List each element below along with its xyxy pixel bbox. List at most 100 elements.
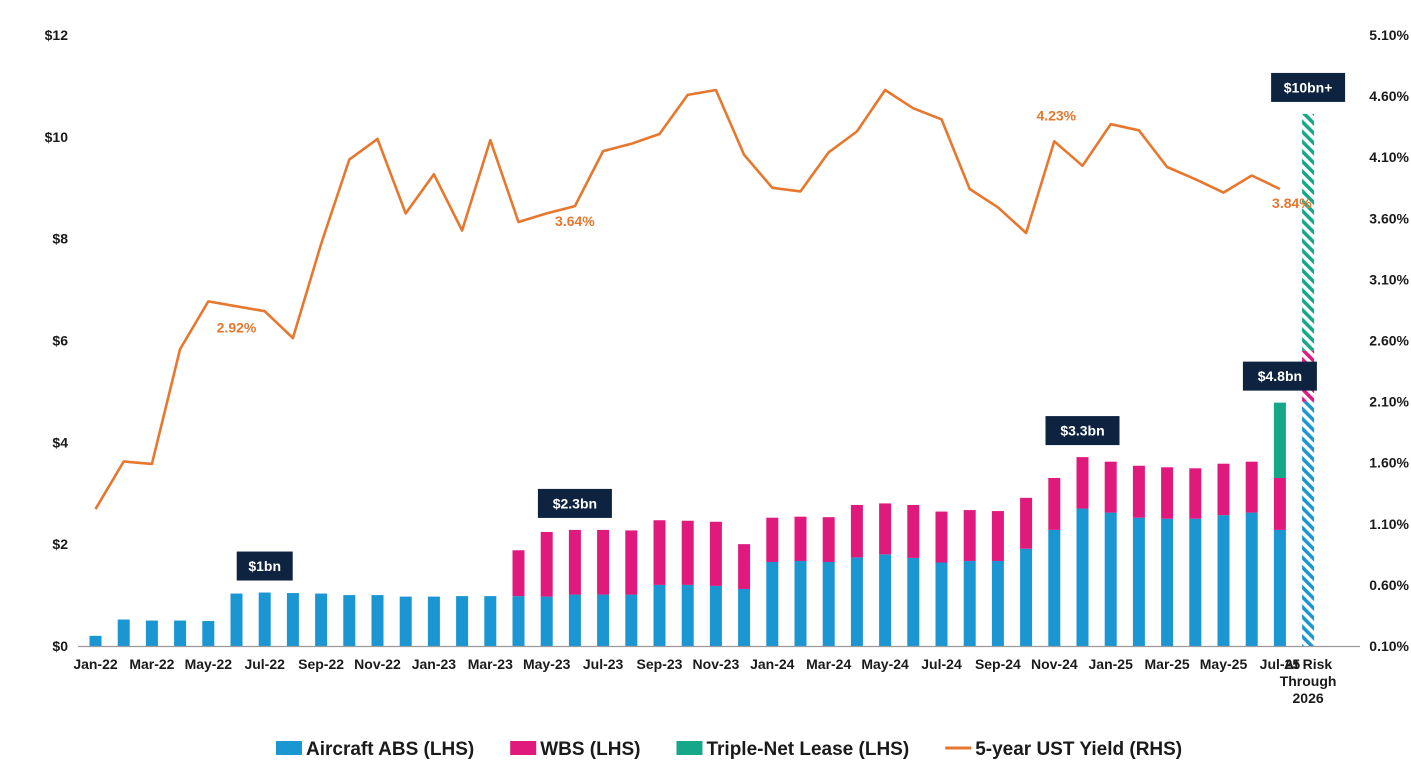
bar-aircraft-20 <box>653 584 666 646</box>
bar-wbs-21 <box>681 520 694 585</box>
bar-wbs-30 <box>935 511 948 563</box>
right-tick-label: 4.60% <box>1369 88 1409 104</box>
callout-label: $2.3bn <box>553 495 597 511</box>
x-tick-label: Jul-22 <box>244 656 285 672</box>
x-tick-label: Sep-23 <box>637 656 683 672</box>
legend-item: WBS (LHS) <box>510 739 640 760</box>
left-tick-label: $6 <box>52 333 68 349</box>
bar-aircraft-17 <box>568 594 581 646</box>
callout-box <box>1045 416 1120 446</box>
callout-label: $3.3bn <box>1060 423 1104 439</box>
x-tick-label: Jan-22 <box>73 656 118 672</box>
bar-wbs-33 <box>1020 497 1033 549</box>
bar-wbs-41 <box>1245 461 1258 513</box>
legend-swatch <box>510 741 537 755</box>
right-tick-label: 4.10% <box>1369 149 1409 165</box>
bar-wbs-32 <box>991 511 1004 561</box>
right-tick-label: 0.10% <box>1369 638 1409 654</box>
bar-aircraft-32 <box>991 560 1004 646</box>
right-tick-label: 1.60% <box>1369 455 1409 471</box>
x-tick-label: May-22 <box>185 656 233 672</box>
left-tick-label: $8 <box>52 231 68 247</box>
bar-aircraft-38 <box>1161 518 1174 646</box>
left-tick-label: $4 <box>52 434 68 450</box>
bar-aircraft-34 <box>1048 529 1061 646</box>
callout-box <box>1271 72 1346 102</box>
left-tick-label: $2 <box>52 536 68 552</box>
bar-aircraft-15 <box>512 596 525 646</box>
bar-aircraft-36 <box>1104 512 1117 646</box>
callout-box <box>1242 361 1317 391</box>
left-tick-label: $12 <box>45 27 69 43</box>
x-tick-label: Nov-24 <box>1031 656 1078 672</box>
right-tick-label: 3.60% <box>1369 210 1409 226</box>
bar-aircraft-14 <box>484 596 497 646</box>
bar-aircraft-21 <box>681 584 694 646</box>
bar-wbs-24 <box>766 517 779 562</box>
bar-aircraft-0 <box>89 635 102 646</box>
legend-item: Triple-Net Lease (LHS) <box>676 739 909 760</box>
bar-wbs-37 <box>1132 465 1145 518</box>
bar-wbs-19 <box>625 530 638 595</box>
bar-aircraft-26 <box>822 561 835 646</box>
bar-aircraft-29 <box>907 557 920 646</box>
callouts: $1bn $2.3bn $3.3bn $4.8bn $10bn+ <box>236 72 1346 581</box>
legend-swatch <box>276 741 302 755</box>
x-tick-label: Sep-22 <box>298 656 344 672</box>
bar-aircraft-31 <box>963 560 976 646</box>
bar-aircraft-41 <box>1245 512 1258 646</box>
legend: Aircraft ABS (LHS) WBS (LHS) Triple-Net Le… <box>276 739 1182 760</box>
bar-series <box>89 113 1315 646</box>
x-tick-label: Jul-24 <box>921 656 962 672</box>
bar-wbs-16 <box>540 531 553 597</box>
bar-wbs-42 <box>1273 477 1286 530</box>
callout-box <box>236 551 293 581</box>
bar-wbs-28 <box>879 503 892 555</box>
x-tick-label: Jul-25 <box>1260 656 1301 672</box>
x-tick-label: Mar-22 <box>129 656 174 672</box>
bar-aircraft-5 <box>230 593 243 646</box>
x-axis: Jan-22 Mar-22 May-22 Jul-22 Sep-22 Nov-22 Jan-… <box>73 645 1360 706</box>
bar-aircraft-13 <box>456 596 469 646</box>
bar-wbs-31 <box>963 510 976 561</box>
bar-wbs-29 <box>907 504 920 558</box>
right-y-axis: 0.10% 0.60% 1.10% 1.60% 2.10% 2.60% 3.10% 3.60%… <box>1369 27 1409 654</box>
callout-label: $10bn+ <box>1284 79 1333 95</box>
x-tick-label: Mar-23 <box>468 656 513 672</box>
bar-aircraft-39 <box>1189 518 1202 646</box>
callout-box <box>537 488 612 518</box>
bar-wbs-26 <box>822 517 835 562</box>
bar-aircraft-25 <box>794 560 807 646</box>
bar-wbs-15 <box>512 550 525 597</box>
bar-aircraft-40 <box>1217 515 1230 646</box>
bar-wbs-35 <box>1076 457 1089 509</box>
x-tick-label: May-24 <box>861 656 909 672</box>
x-tick-label: Jul-23 <box>583 656 624 672</box>
x-tick-label: Jan-24 <box>750 656 795 672</box>
bar-wbs-40 <box>1217 463 1230 516</box>
bar-aircraft-30 <box>935 562 948 646</box>
right-tick-label: 2.10% <box>1369 394 1409 410</box>
x-tick-label: Jan-23 <box>412 656 457 672</box>
bar-aircraft-22 <box>709 585 722 646</box>
bar-aircraft-6 <box>258 592 271 646</box>
yield-label: 3.84% <box>1272 195 1312 211</box>
bar-aircraft-2 <box>145 620 158 646</box>
bar-wbs-17 <box>568 529 581 595</box>
bar-wbs-18 <box>597 529 610 595</box>
bar-aircraft-37 <box>1132 517 1145 646</box>
bar-aircraft-16 <box>540 596 553 646</box>
legend-label: WBS (LHS) <box>540 739 640 760</box>
bar-aircraft-18 <box>597 594 610 646</box>
callout-label: $1bn <box>248 558 281 574</box>
x-tick-label: May-25 <box>1200 656 1248 672</box>
right-tick-label: 5.10% <box>1369 27 1409 43</box>
legend-item: Aircraft ABS (LHS) <box>276 739 474 760</box>
x-tick-label: 2026 <box>1293 690 1324 706</box>
bar-aircraft-1 <box>117 619 130 646</box>
bar-aircraft-7 <box>286 593 299 646</box>
bar-aircraft-3 <box>174 620 187 646</box>
yield-label: 3.64% <box>555 213 595 229</box>
bar-wbs-20 <box>653 520 666 585</box>
